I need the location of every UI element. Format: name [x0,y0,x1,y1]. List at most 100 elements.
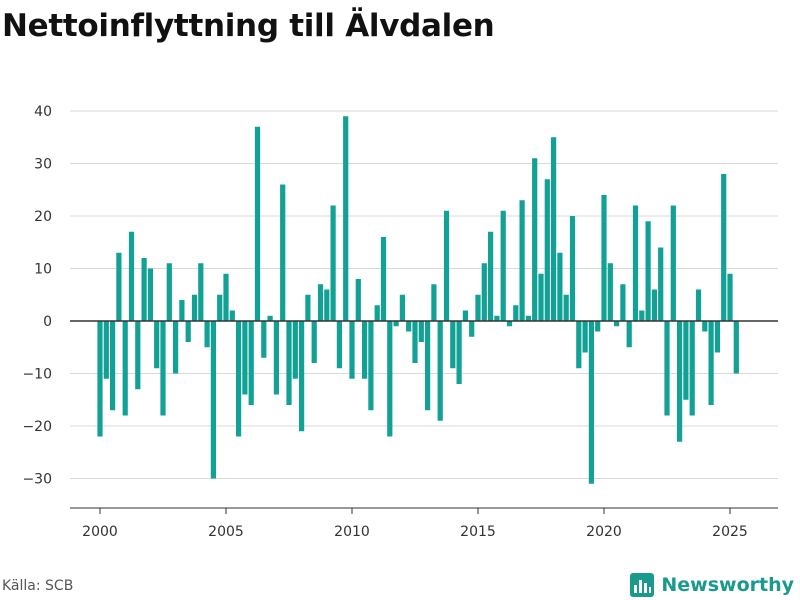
x-tick-label: 2015 [460,524,496,540]
bar [481,263,487,321]
bar [721,174,727,321]
bar [557,252,563,321]
bar [198,263,204,321]
bar [500,210,506,321]
bar [343,116,349,321]
bar [380,237,387,321]
bar [147,268,153,321]
bar [620,284,626,321]
bar [110,321,116,411]
bar [135,321,141,390]
bar [639,310,645,321]
bar [443,210,450,321]
x-tick-label: 2020 [586,524,622,540]
bar [355,279,361,321]
bar [677,321,683,442]
bar [569,216,576,321]
bar [406,321,412,332]
bar [412,321,418,363]
bar [601,195,607,321]
bar [368,321,374,411]
bar [173,321,179,374]
bar [185,321,191,342]
bar [733,321,739,374]
bar [128,231,135,321]
bar [248,321,254,405]
bar [702,321,708,332]
bar [450,321,456,369]
y-tick-label: −20 [22,419,52,435]
bar [588,321,594,484]
axes [70,320,778,514]
bar [513,305,519,321]
bar [563,294,569,321]
bar [166,263,172,321]
bar-chart-icon [630,573,655,597]
bar [695,289,702,321]
y-tick-label: 20 [34,209,52,225]
y-tick-label: 0 [43,314,52,330]
y-tick-label: 40 [34,104,52,120]
bar [387,321,393,437]
bar [362,321,368,379]
bar [651,289,657,321]
bar [595,321,601,332]
gridlines [70,110,778,479]
bar [154,321,160,369]
bar [374,305,380,321]
bar [204,321,210,348]
bar [614,321,620,327]
bar [664,321,670,416]
bar [544,179,550,321]
bar [273,321,279,395]
bar [607,263,613,321]
bar [393,321,399,327]
bar [305,294,311,321]
bar [217,294,223,321]
y-tick-label: 10 [34,262,52,278]
x-tick-label: 2005 [208,524,244,540]
bar [292,321,298,379]
bar [261,321,267,358]
bar [425,321,431,411]
x-tick-label: 2010 [334,524,370,540]
bar [532,158,538,321]
bar [431,284,437,321]
bar [330,205,336,321]
bar [488,231,494,321]
bar [210,321,216,479]
brand-logo: Newsworthy [629,570,794,600]
bar [223,273,229,321]
y-tick-label: −10 [22,367,52,383]
bar [645,221,651,321]
bar [160,321,166,416]
bar [437,321,443,421]
bar [254,126,261,321]
bar [236,321,242,437]
bar [475,294,481,321]
bar [632,205,639,321]
y-tick-label: −30 [22,472,52,488]
bar [525,315,531,321]
bar [191,294,198,321]
bar [727,273,733,321]
bar [506,321,513,327]
bar [456,321,462,384]
bar [122,321,128,416]
bar [229,310,235,321]
bar [286,321,292,405]
bar [399,294,405,321]
x-tick-label: 2025 [712,524,748,540]
bar [242,321,248,395]
bar [582,321,588,353]
bars [97,116,739,484]
bar [551,137,557,321]
source-note: Källa: SCB [2,578,74,594]
bar [670,205,676,321]
bar [462,310,468,321]
bar [519,200,525,321]
tick-labels: −30 −20 −10 0 10 20 30 40 2000 2005 2010 2015 2020 20… [22,104,747,540]
bar [469,321,475,337]
bar [299,321,305,432]
bar [311,321,317,363]
